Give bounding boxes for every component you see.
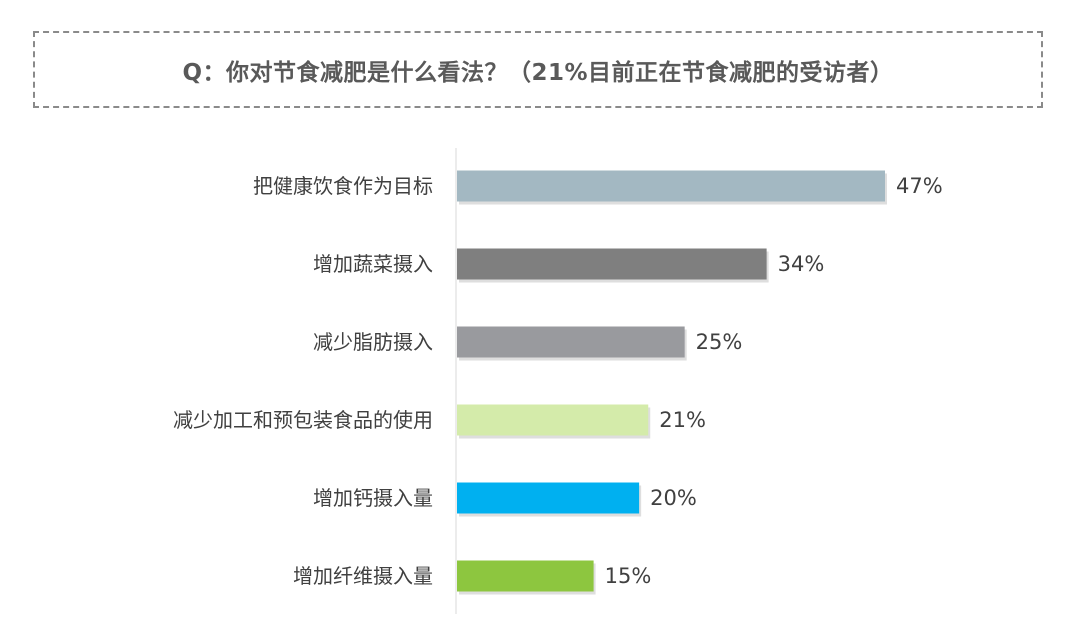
bar xyxy=(457,404,649,436)
category-label: 减少加工和预包装食品的使用 xyxy=(173,408,433,432)
category-label: 增加纤维摄入量 xyxy=(293,564,433,588)
category-label: 把健康饮食作为目标 xyxy=(253,174,433,198)
bar xyxy=(457,560,594,592)
category-label: 增加钙摄入量 xyxy=(313,486,433,510)
category-label: 增加蔬菜摄入 xyxy=(313,252,433,276)
bar xyxy=(457,248,767,280)
value-label: 25% xyxy=(696,330,743,354)
category-label: 减少脂肪摄入 xyxy=(313,330,433,354)
value-label: 20% xyxy=(650,486,697,510)
bar xyxy=(457,170,885,202)
bars-layer: 把健康饮食作为目标 47% 增加蔬菜摄入 34% 减少脂肪摄入 25% 减少加工和预包装食品… xyxy=(173,170,943,595)
chart-title-box: Q：你对节食减肥是什么看法？（21%目前正在节食减肥的受访者） xyxy=(33,31,1043,108)
bar xyxy=(457,326,685,358)
value-label: 15% xyxy=(605,564,652,588)
value-label: 47% xyxy=(896,174,943,198)
value-label: 21% xyxy=(659,408,706,432)
value-label: 34% xyxy=(778,252,825,276)
chart-title: Q：你对节食减肥是什么看法？（21%目前正在节食减肥的受访者） xyxy=(182,59,894,86)
bar xyxy=(457,482,640,514)
